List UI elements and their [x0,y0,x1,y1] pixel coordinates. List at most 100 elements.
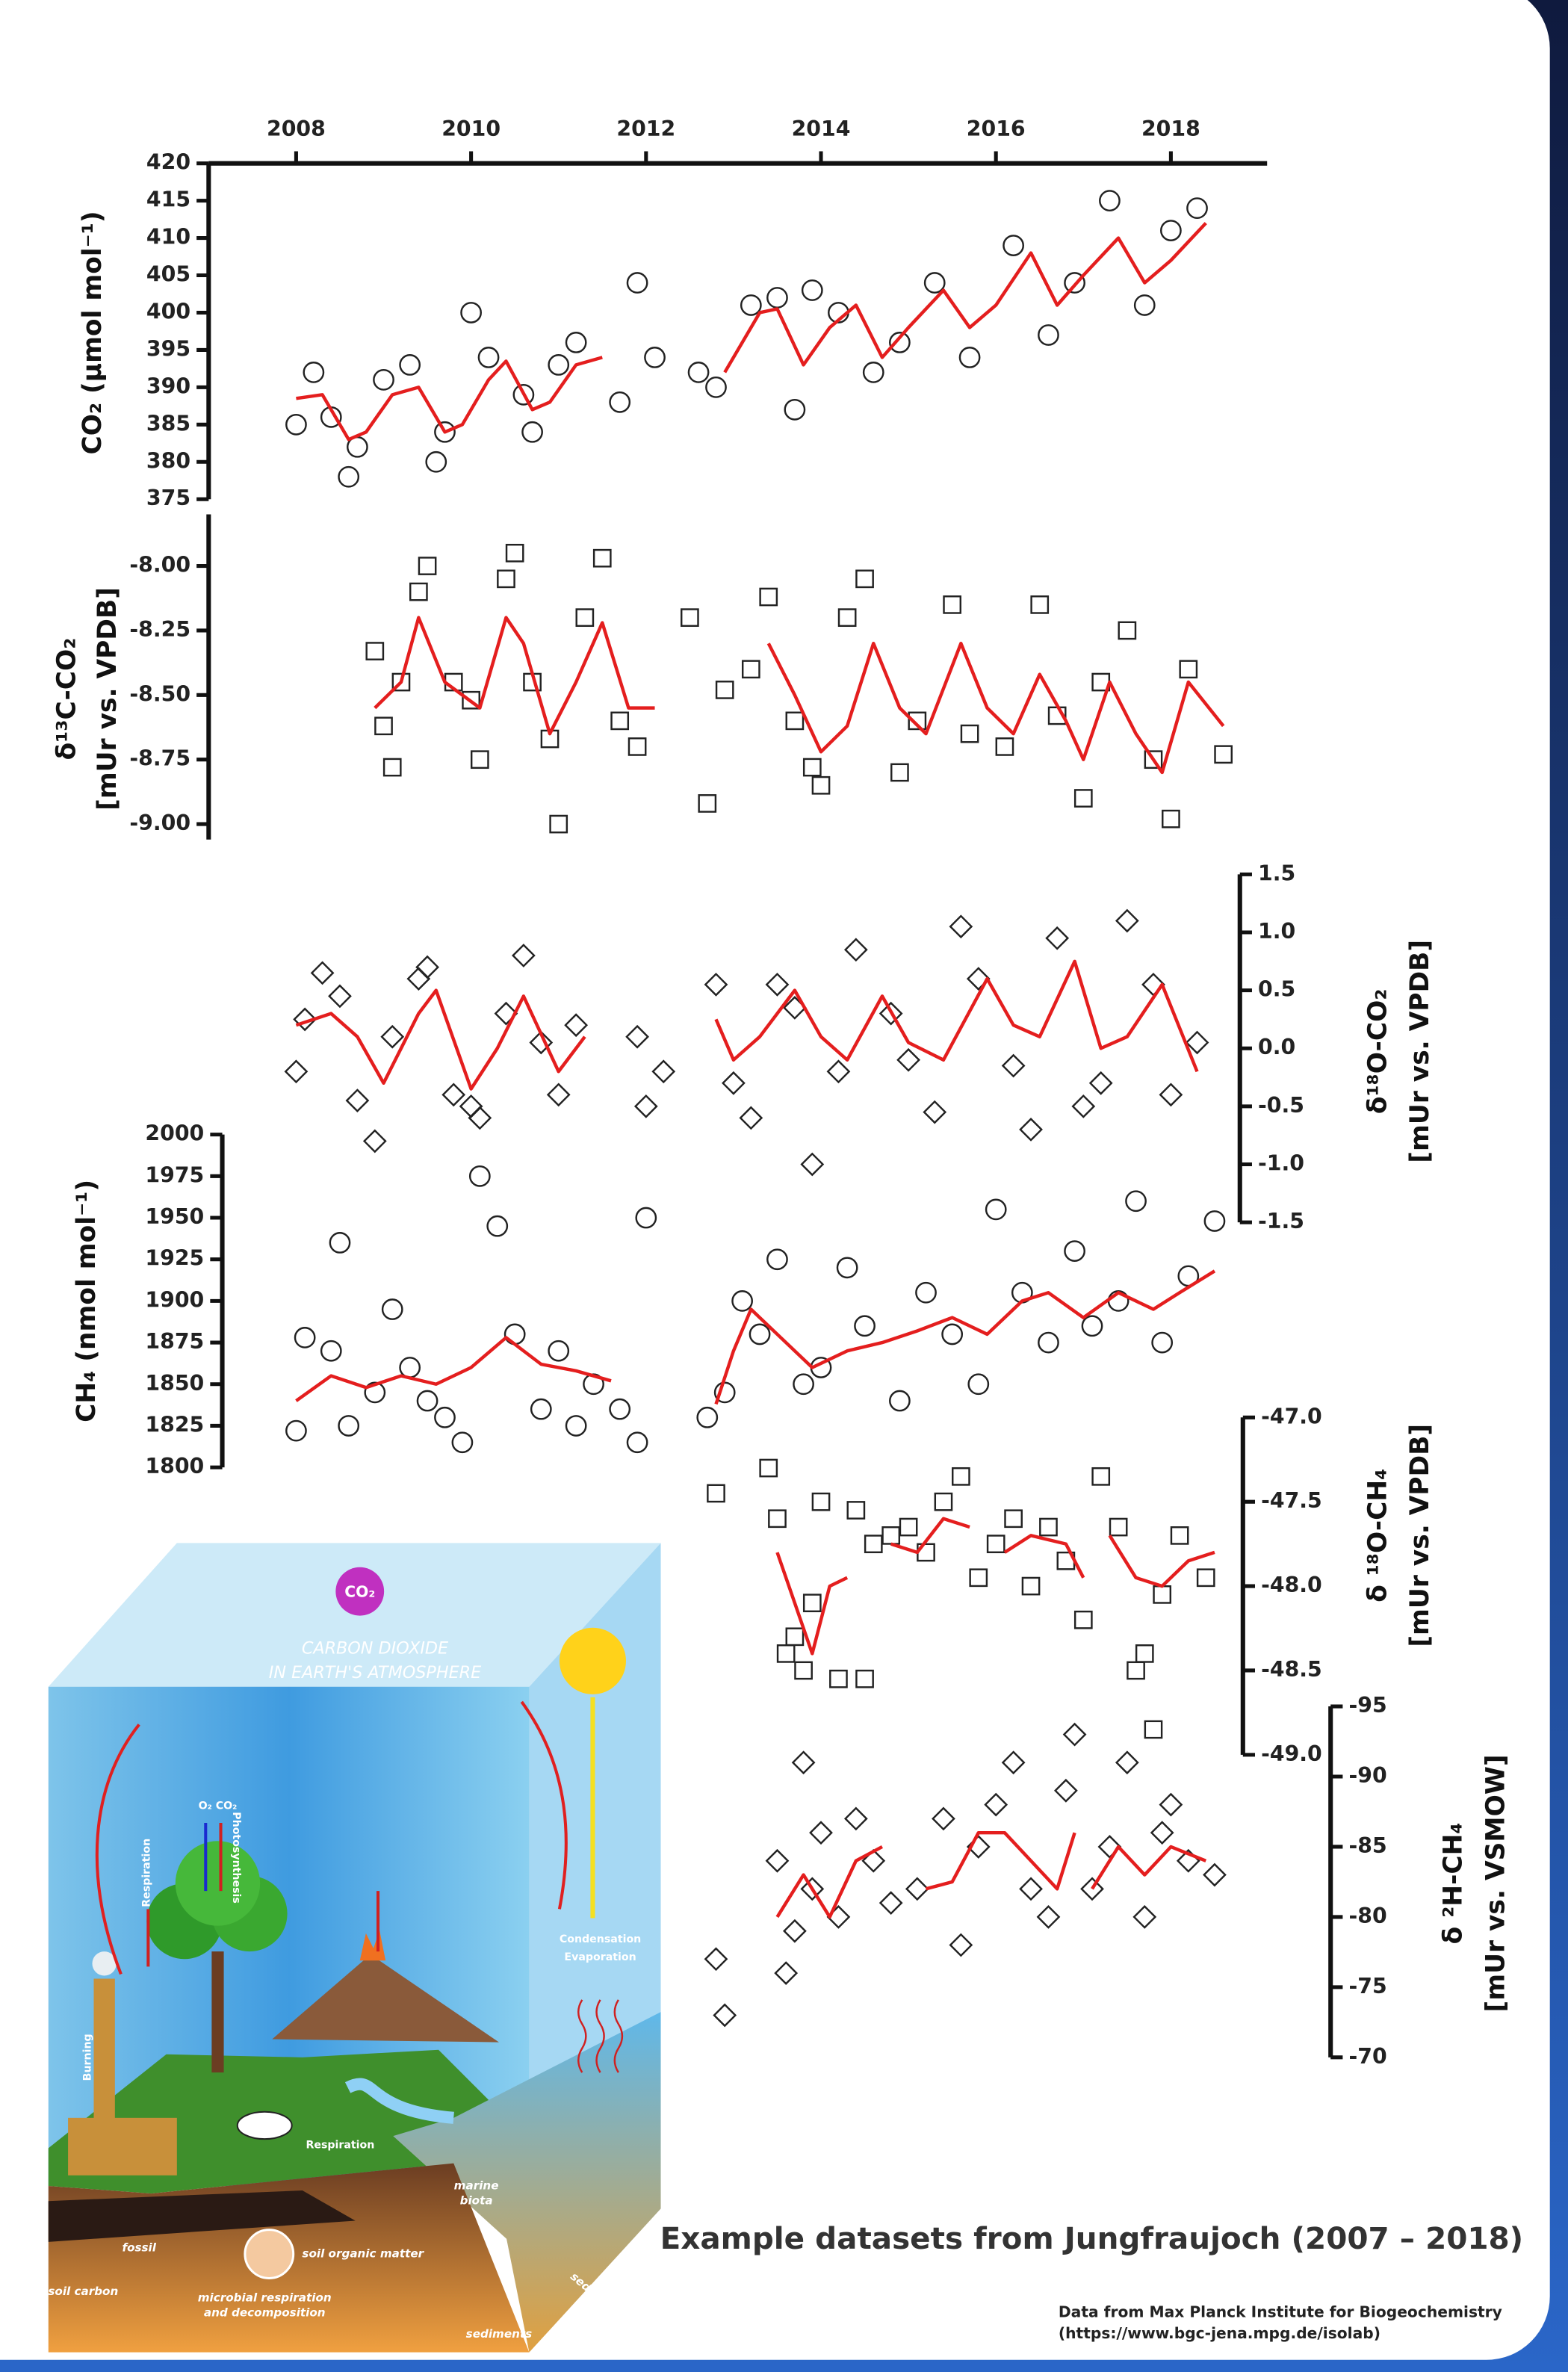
point [722,1071,746,1095]
point [740,294,762,316]
point [470,750,489,769]
trend-line [775,1517,1215,1656]
point [1036,1905,1061,1929]
x-tick-label: 2010 [441,117,501,141]
point [1185,1030,1209,1055]
y-tick-label: 0.0 [1258,1035,1295,1059]
label: Condensation [560,1933,641,1945]
point [1091,1467,1111,1486]
y-tick-label: 380 [146,448,190,473]
point [784,398,806,421]
label: Photosynthesis [230,1812,242,1904]
chimney [93,1978,115,2121]
point [1021,1576,1041,1596]
y-tick-label: 2000 [145,1121,204,1146]
y-tick-label: 0.5 [1258,977,1295,1002]
point [949,1933,973,1957]
point [373,369,394,391]
point [698,794,717,813]
point [1073,1610,1093,1629]
point [713,2003,737,2028]
point [855,1669,874,1688]
y-tick-label: -0.5 [1258,1093,1304,1118]
point [364,1381,386,1404]
source: Data from Max Planck Institute for Bioge… [1059,2303,1502,2321]
point [633,1094,658,1118]
point [505,543,524,563]
point [1144,750,1163,769]
point [878,1001,903,1026]
y-tick-label: -95 [1349,1693,1387,1718]
point [862,362,884,383]
point [1038,324,1059,346]
point [1001,1750,1026,1775]
point [338,1415,360,1437]
point [765,972,790,997]
point [564,1013,589,1038]
point [949,914,973,939]
ocean [393,2012,661,2353]
point [1080,1877,1104,1901]
point [1038,1331,1059,1354]
point [494,1001,518,1026]
point [878,1891,903,1916]
point [1088,1071,1113,1095]
point [890,763,909,782]
y-tick-label: 400 [146,299,190,323]
point [294,1327,316,1348]
x-tick-label: 2008 [267,117,326,141]
point [774,1961,799,1985]
point [380,1024,405,1049]
label: biota [460,2194,493,2208]
label: and decomposition [204,2306,326,2320]
y-tick-label: 1825 [145,1412,204,1437]
factory [68,2117,177,2176]
point [1001,1053,1026,1078]
point [497,569,515,589]
plots: 375 380 385 390 395 400 405 410 415 420 2008 2010 20… [52,117,1511,2069]
smoke [92,1951,117,1976]
point [1118,621,1137,640]
point [1203,1210,1226,1232]
point [811,1492,831,1511]
point [329,1232,351,1254]
point [1150,1821,1174,1845]
y-tick-label: 1875 [145,1329,204,1354]
point [575,608,595,628]
point [1135,1644,1154,1663]
point [1159,1083,1183,1107]
point [899,1517,918,1537]
point [460,302,482,323]
point [969,1568,988,1588]
point [707,1484,725,1503]
point [1071,1094,1096,1118]
point [285,1419,307,1442]
point [1064,272,1085,294]
point [1115,1750,1139,1775]
x-tick-label: 2018 [1141,117,1200,141]
y-tick-label: -9.00 [129,811,190,835]
point [1159,1792,1183,1817]
point [1004,1509,1023,1529]
y-tick-label: -48.0 [1261,1573,1322,1597]
point [985,1198,1007,1221]
arrow [95,1724,140,1975]
point [731,1290,753,1312]
point [791,1750,816,1775]
point [644,347,666,368]
label: Burning [81,2034,93,2081]
point [759,1458,778,1478]
point [1081,1315,1103,1337]
point [1115,908,1139,933]
point [1097,1835,1122,1859]
point [409,582,428,601]
point [1039,1517,1058,1537]
y-tick-label: -75 [1349,1974,1387,1998]
y-axis-label: CH₄ (nmol mol⁻¹) [72,1180,102,1422]
y-tick-label: 390 [146,374,190,398]
point [521,421,543,443]
y-tick-label: 1900 [145,1287,204,1312]
point [381,1298,403,1320]
point [548,354,570,376]
